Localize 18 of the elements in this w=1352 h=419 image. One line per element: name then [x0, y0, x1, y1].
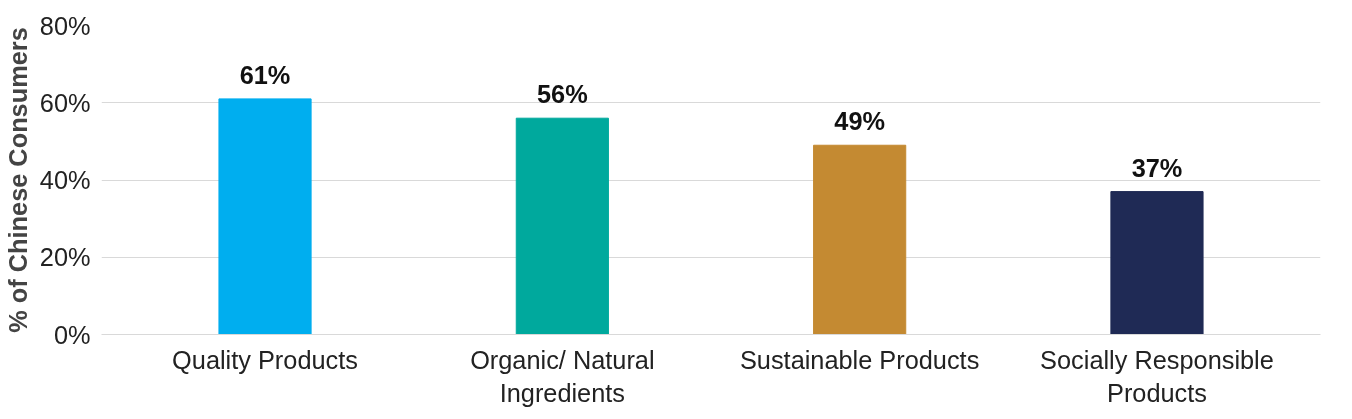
bar	[1110, 191, 1204, 335]
y-tick-label: 40%	[39, 166, 91, 194]
data-label: 61%	[239, 60, 291, 89]
x-tick-label: Quality Products	[172, 345, 358, 374]
y-tick-label: 20%	[39, 243, 91, 272]
x-tick-label: Organic/ Natural Ingredients	[470, 345, 655, 408]
y-tick-label: 80%	[39, 11, 91, 40]
y-axis-title: % of Chinese Consumers	[3, 27, 32, 333]
x-tick-label: Sustainable Products	[739, 345, 980, 374]
bar	[218, 98, 312, 335]
data-label: 37%	[1131, 153, 1183, 182]
y-tick-label: 0%	[53, 320, 91, 349]
data-label: 49%	[834, 107, 886, 136]
data-label: 56%	[536, 80, 588, 109]
x-tick-label: Socially Responsible Products	[1040, 345, 1274, 408]
y-tick-label: 60%	[39, 88, 91, 117]
bar	[515, 117, 609, 335]
bar	[813, 144, 907, 335]
